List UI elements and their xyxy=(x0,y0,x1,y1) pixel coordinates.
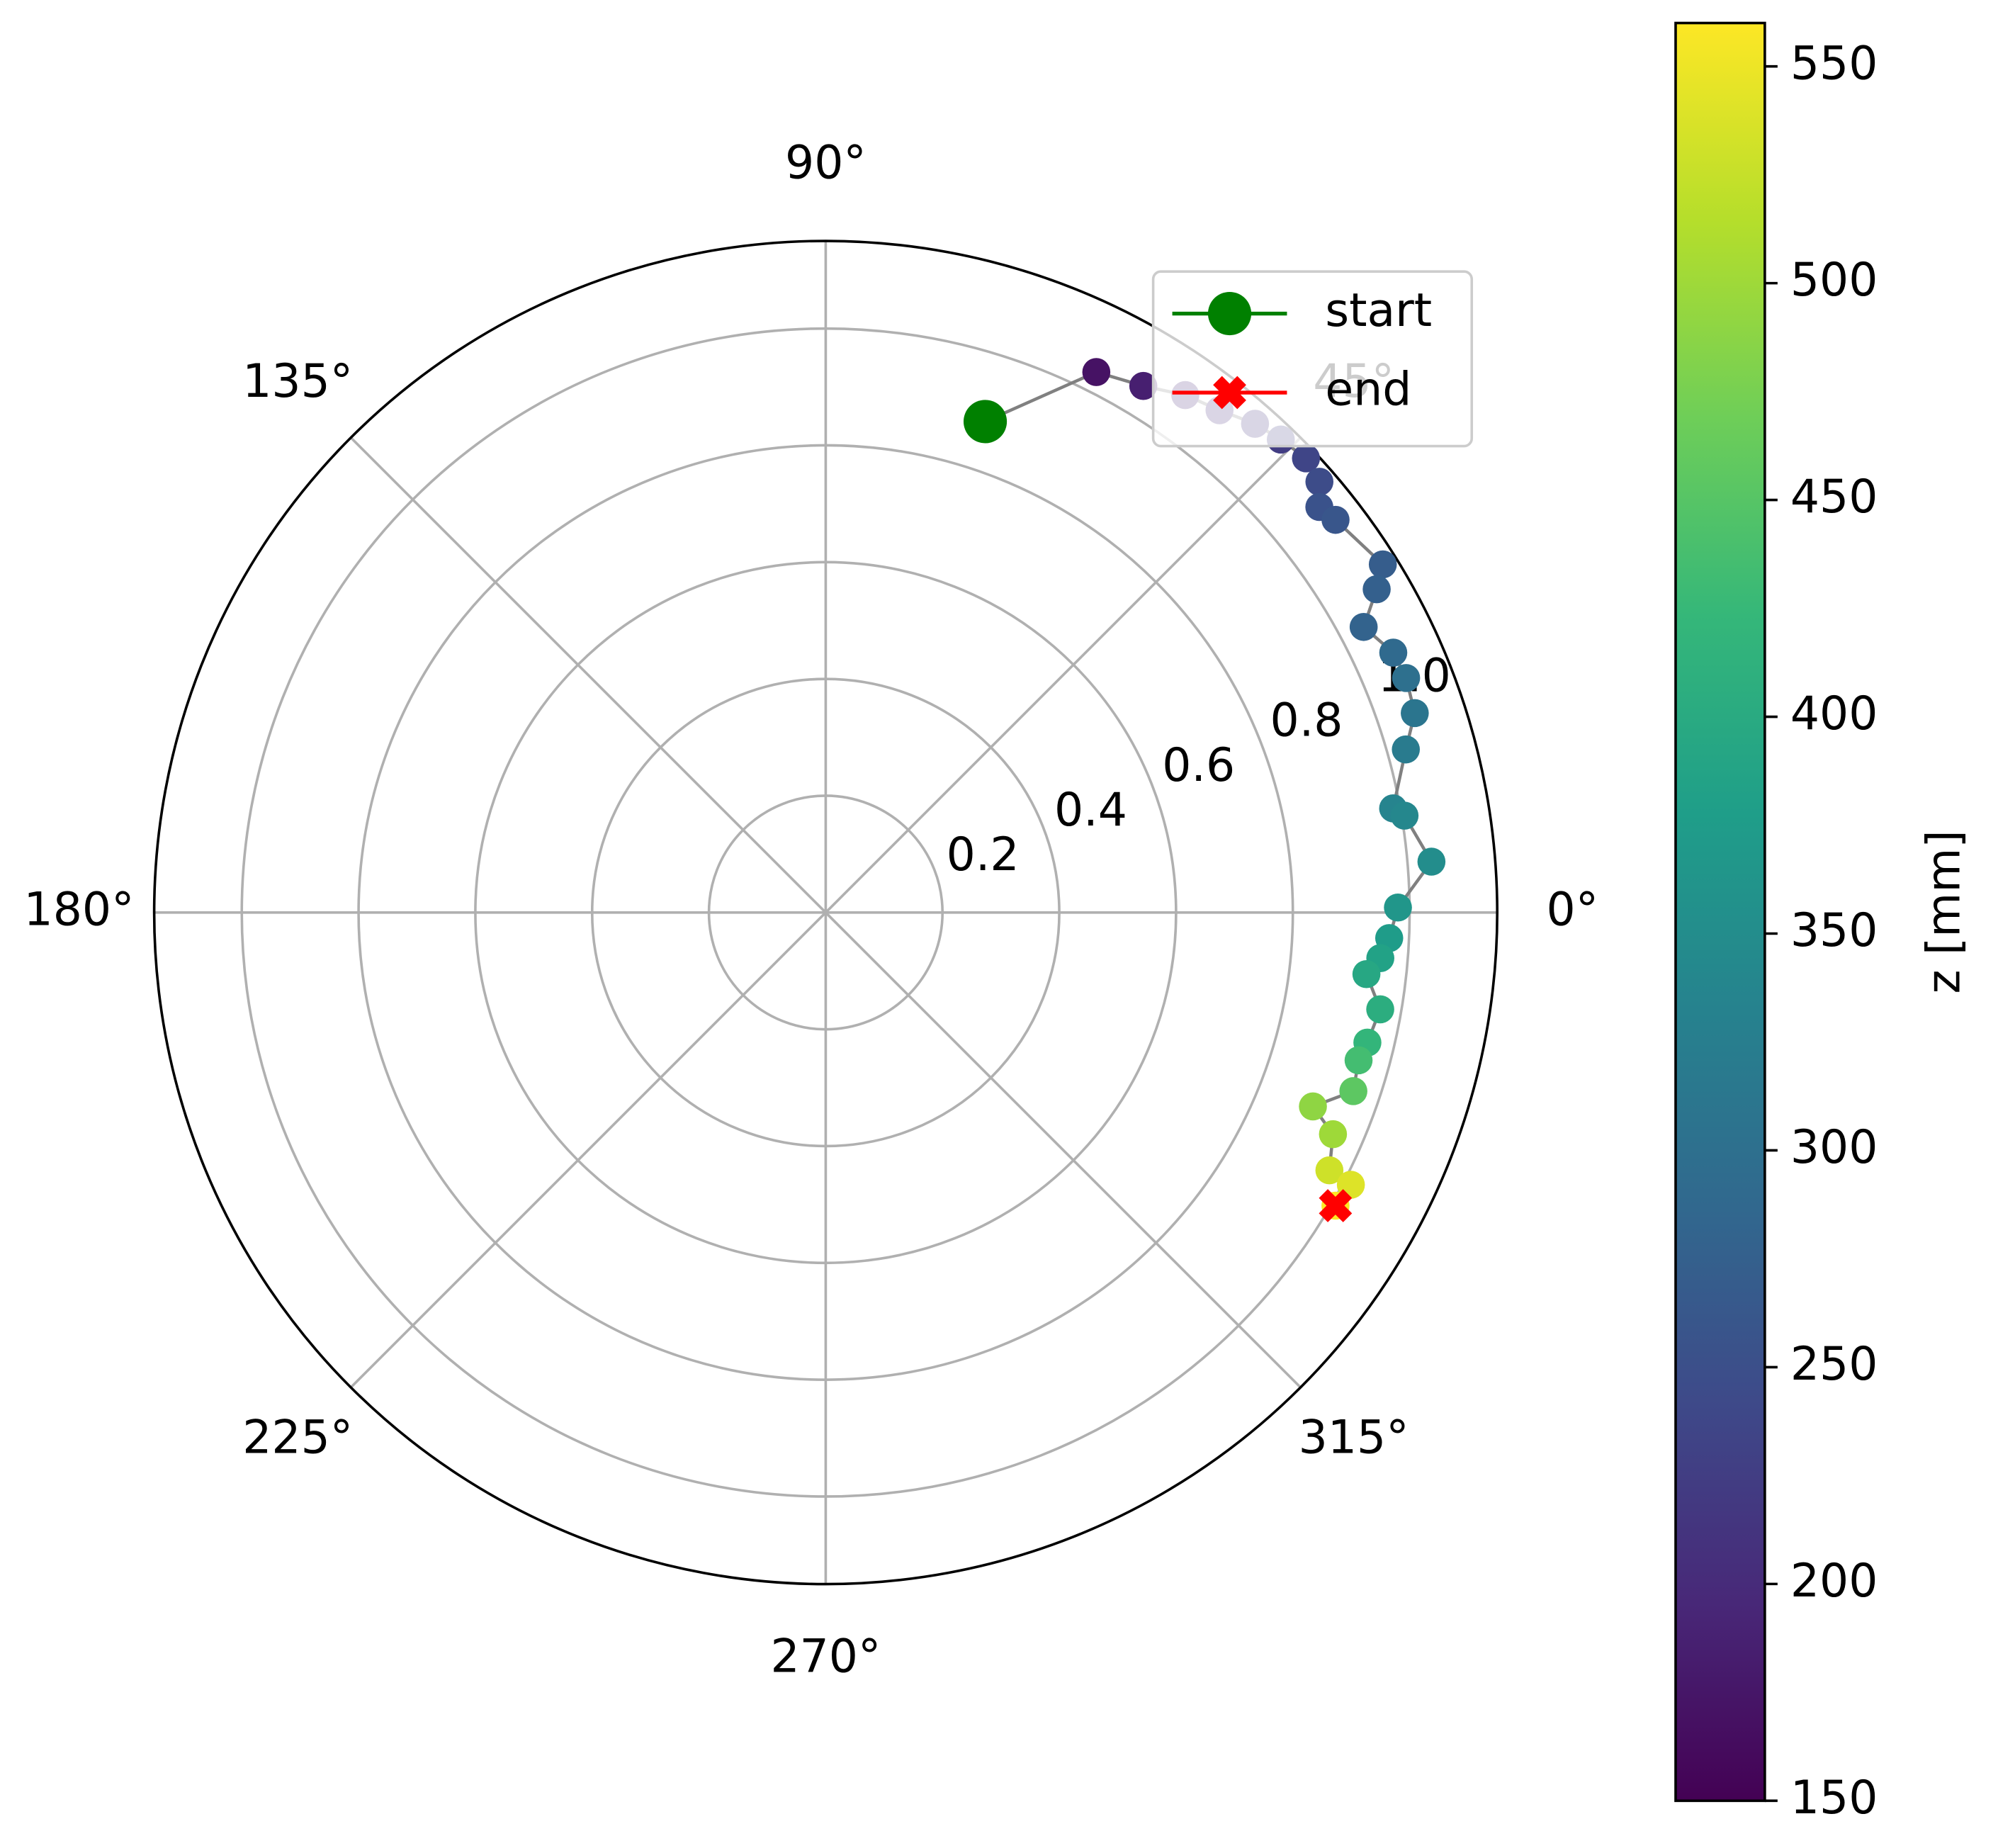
angular-tick-label: 180° xyxy=(24,883,135,936)
angular-grid-line xyxy=(349,436,827,914)
data-point xyxy=(1401,699,1429,728)
angular-grid-line xyxy=(825,911,1302,1389)
legend-marker xyxy=(1213,376,1246,410)
data-point xyxy=(1379,638,1408,667)
data-point xyxy=(1368,550,1397,579)
legend-label: start xyxy=(1325,284,1432,337)
radial-tick-label: 0.2 xyxy=(947,828,1020,881)
angular-tick-label: 135° xyxy=(242,355,353,408)
angular-tick-label: 270° xyxy=(770,1630,881,1683)
legend-marker xyxy=(1207,291,1252,336)
colorbar-tick-label: 300 xyxy=(1790,1121,1878,1174)
colorbar-label: z [mm] xyxy=(1918,830,1971,993)
data-point xyxy=(1082,358,1111,386)
data-point xyxy=(1390,801,1419,830)
radial-tick-label: 0.6 xyxy=(1162,739,1235,792)
plot-frame xyxy=(152,240,1498,1586)
end-marker xyxy=(1319,1189,1353,1222)
data-point xyxy=(1299,1092,1327,1121)
radial-tick-label: 0.8 xyxy=(1270,694,1343,748)
data-point xyxy=(1417,847,1446,876)
angular-tick-label: 225° xyxy=(242,1412,353,1465)
angular-tick-label: 90° xyxy=(785,136,867,189)
data-point xyxy=(1319,1120,1348,1149)
colorbar-tick-label: 450 xyxy=(1790,471,1878,524)
data-point xyxy=(1292,444,1321,473)
data-point xyxy=(1321,505,1350,534)
colorbar-tick-label: 250 xyxy=(1790,1338,1878,1391)
start-marker xyxy=(963,400,1008,444)
colorbar-tick-label: 400 xyxy=(1790,687,1878,740)
angular-tick-label: 315° xyxy=(1299,1412,1409,1465)
data-point xyxy=(1339,1077,1367,1105)
data-point xyxy=(1392,735,1421,764)
data-point xyxy=(1344,1046,1373,1075)
colorbar-tick-label: 500 xyxy=(1790,254,1878,307)
data-point xyxy=(1362,575,1391,604)
radial-tick-label: 0.4 xyxy=(1054,784,1127,837)
angular-tick-label: 0° xyxy=(1547,883,1599,936)
data-point xyxy=(1352,959,1381,988)
data-point xyxy=(1305,468,1334,496)
angular-grid-line xyxy=(825,436,1302,914)
angular-grid-line xyxy=(349,911,827,1389)
data-point xyxy=(1349,612,1378,641)
colorbar-tick-label: 350 xyxy=(1790,904,1878,957)
colorbar-tick-label: 550 xyxy=(1790,37,1878,90)
colorbar-tick-label: 150 xyxy=(1790,1771,1878,1825)
colorbar xyxy=(1674,21,1766,1803)
data-point xyxy=(1366,995,1394,1024)
colorbar-tick-label: 200 xyxy=(1790,1555,1878,1608)
legend-label: end xyxy=(1325,364,1411,417)
data-point xyxy=(1129,371,1158,400)
data-point xyxy=(1315,1156,1344,1185)
data-point xyxy=(1392,664,1421,692)
data-point xyxy=(1384,893,1412,922)
